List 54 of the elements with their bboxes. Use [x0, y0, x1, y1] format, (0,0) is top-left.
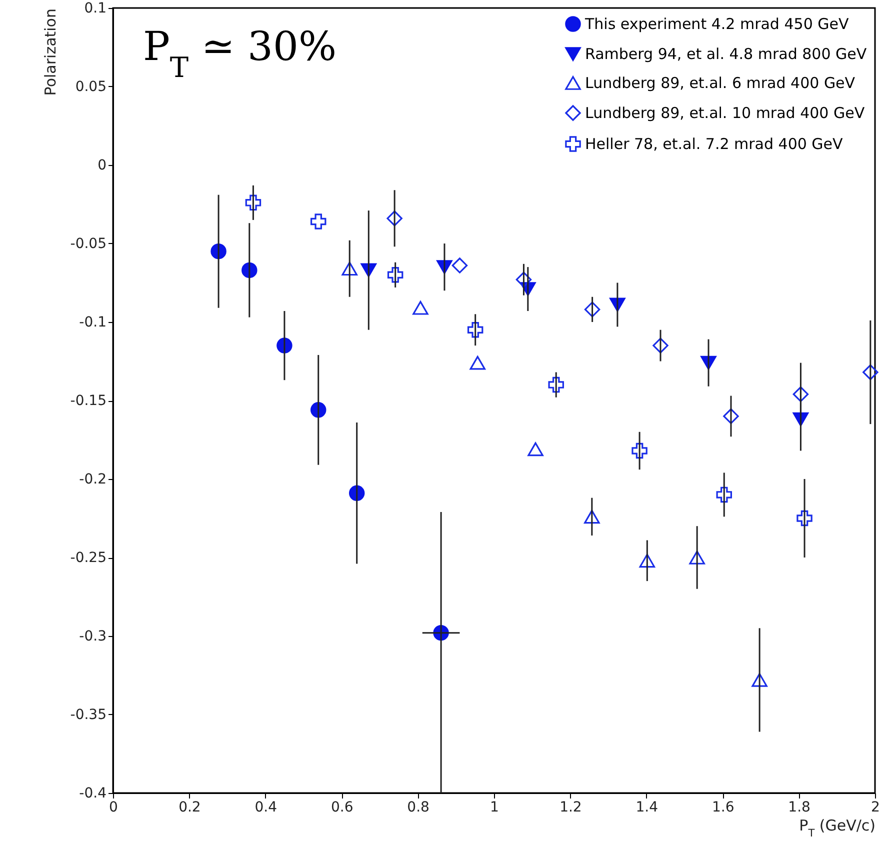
point	[716, 486, 732, 503]
y-tick-label: -0.2	[79, 472, 106, 488]
point	[452, 258, 468, 274]
point	[584, 510, 600, 524]
y-tick-label: -0.05	[70, 236, 106, 252]
point	[412, 300, 428, 315]
y-tick-label: -0.35	[70, 707, 106, 723]
x-tick-label: 1.2	[560, 800, 582, 816]
point	[387, 267, 404, 283]
point	[386, 210, 402, 226]
legend-label: Lundberg 89, et.al. 10 mrad 400 GeV	[585, 104, 866, 122]
legend-label: Ramberg 94, et al. 4.8 mrad 800 GeV	[585, 45, 868, 63]
point	[689, 550, 705, 564]
point	[652, 338, 668, 354]
x-tick-label: 0.6	[330, 800, 354, 816]
x-tick-label: 1.8	[788, 800, 810, 816]
x-tick-label: 0.8	[407, 800, 430, 816]
point	[632, 442, 648, 459]
point	[470, 356, 486, 370]
y-tick-label: -0.15	[70, 393, 106, 409]
x-axis-title: P$_{T}$ (GeV/c)	[799, 816, 876, 840]
point	[516, 272, 532, 288]
point	[792, 386, 809, 402]
x-tick-label: 0.4	[254, 800, 278, 816]
y-tick-label: 0	[98, 158, 106, 174]
x-tick-label: 0	[109, 800, 118, 816]
legend-label: Lundberg 89, et.al. 6 mrad 400 GeV	[585, 74, 856, 92]
y-tick-label: 0.1	[84, 0, 106, 16]
point	[467, 322, 484, 338]
point	[584, 302, 600, 318]
y-tick-label: -0.4	[79, 786, 107, 802]
x-tick-label: 0.2	[178, 800, 201, 816]
point	[342, 262, 358, 276]
point	[528, 442, 544, 456]
annotation: P$_{T}$ ≃ 30%	[143, 24, 336, 84]
y-axis-title: Polarization	[41, 8, 60, 96]
y-tick-label: -0.1	[79, 314, 106, 330]
point	[310, 214, 326, 230]
x-tick-label: 1.4	[636, 800, 658, 816]
x-tick-label: 1.6	[712, 800, 734, 816]
point	[862, 364, 878, 380]
point	[796, 510, 812, 526]
legend-label: Heller 78, et.al. 7.2 mrad 400 GeV	[585, 135, 844, 153]
x-tick-label: 2	[871, 800, 879, 816]
y-tick-label: 0.05	[75, 79, 106, 95]
point	[752, 673, 768, 687]
y-tick-label: -0.25	[70, 550, 106, 566]
x-tick-label: 1	[490, 800, 499, 816]
y-tick-label: -0.3	[79, 628, 106, 644]
point	[639, 554, 656, 568]
legend-label: This experiment 4.2 mrad 450 GeV	[584, 15, 850, 33]
point	[723, 408, 739, 424]
point	[245, 194, 262, 211]
point	[548, 376, 564, 393]
